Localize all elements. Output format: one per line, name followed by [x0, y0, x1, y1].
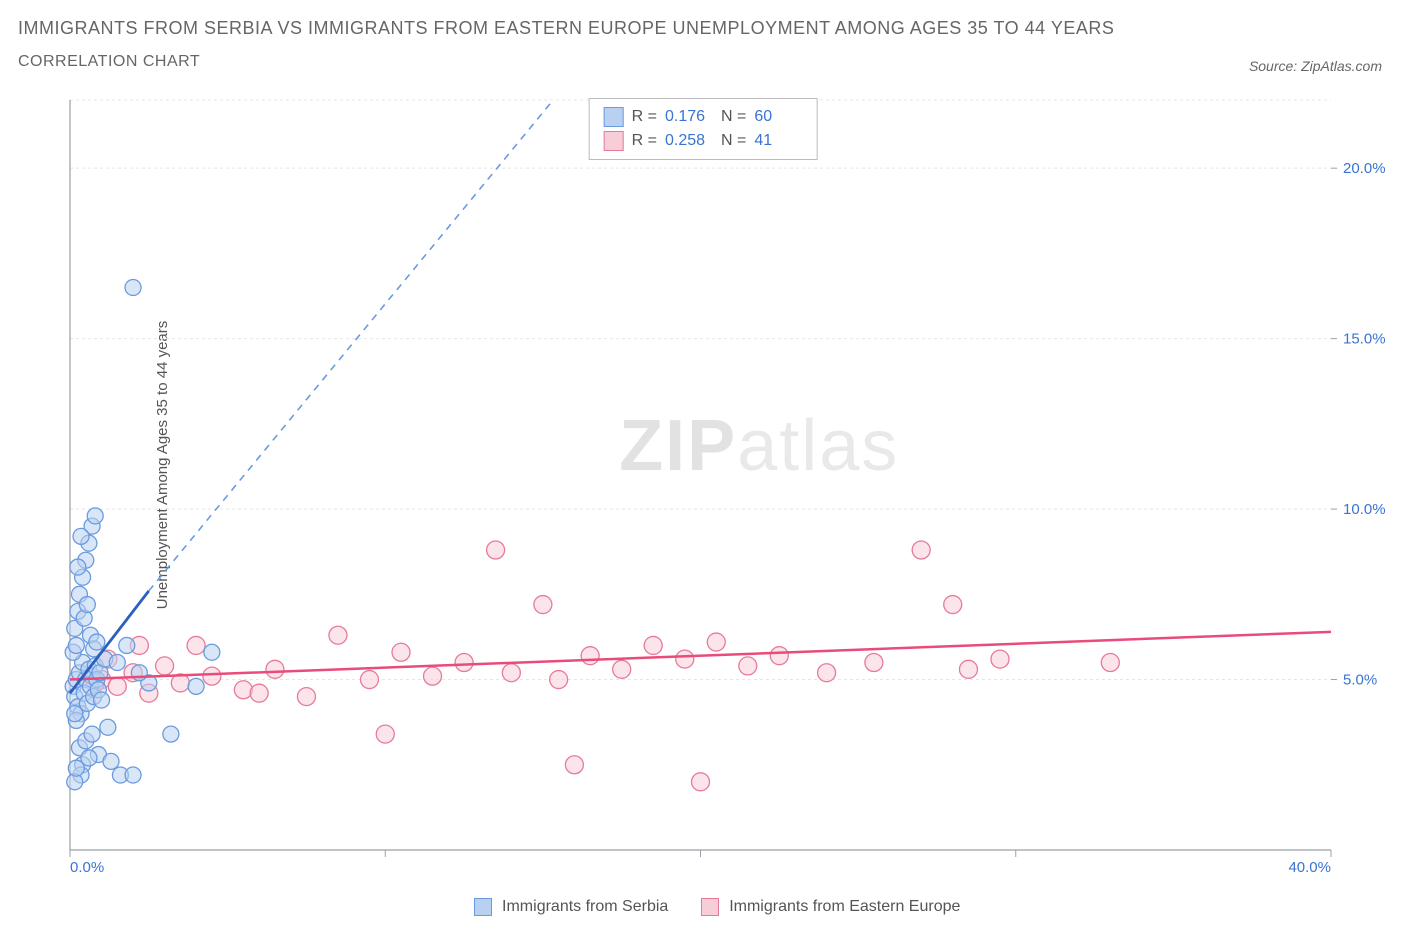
scatter-plot: 0.0% 40.0% 5.0% 10.0% 15.0% 20.0%	[60, 95, 1386, 880]
svg-text:40.0%: 40.0%	[1288, 859, 1331, 876]
stat-swatch-series1	[604, 107, 624, 127]
stat-N-label-2: N =	[721, 132, 746, 150]
stat-R-value-2: 0.258	[665, 132, 713, 150]
svg-text:0.0%: 0.0%	[70, 859, 104, 876]
x-axis-legend: Immigrants from Serbia Immigrants from E…	[0, 898, 1406, 916]
stat-R-value-1: 0.176	[665, 108, 713, 126]
stat-R-label-2: R =	[632, 132, 657, 150]
chart-title-line1: IMMIGRANTS FROM SERBIA VS IMMIGRANTS FRO…	[18, 18, 1388, 39]
legend-swatch-series1	[474, 898, 492, 916]
stat-N-value-1: 60	[754, 108, 802, 126]
chart-title-line2: CORRELATION CHART	[18, 53, 1388, 71]
stat-N-value-2: 41	[754, 132, 802, 150]
stat-legend-box: R = 0.176 N = 60 R = 0.258 N = 41	[589, 98, 818, 160]
stat-swatch-series2	[604, 131, 624, 151]
chart-area: 0.0% 40.0% 5.0% 10.0% 15.0% 20.0%	[60, 95, 1386, 880]
stat-R-label-1: R =	[632, 108, 657, 126]
source-label: Source: ZipAtlas.com	[1249, 58, 1382, 74]
chart-title-block: IMMIGRANTS FROM SERBIA VS IMMIGRANTS FRO…	[18, 18, 1388, 71]
stat-row-series2: R = 0.258 N = 41	[604, 129, 803, 153]
svg-text:10.0%: 10.0%	[1343, 501, 1386, 518]
svg-text:15.0%: 15.0%	[1343, 331, 1386, 348]
stat-row-series1: R = 0.176 N = 60	[604, 105, 803, 129]
svg-text:5.0%: 5.0%	[1343, 672, 1377, 689]
legend-label-series2: Immigrants from Eastern Europe	[729, 898, 960, 915]
svg-text:20.0%: 20.0%	[1343, 160, 1386, 177]
legend-swatch-series2	[701, 898, 719, 916]
legend-label-series1: Immigrants from Serbia	[502, 898, 668, 915]
stat-N-label-1: N =	[721, 108, 746, 126]
